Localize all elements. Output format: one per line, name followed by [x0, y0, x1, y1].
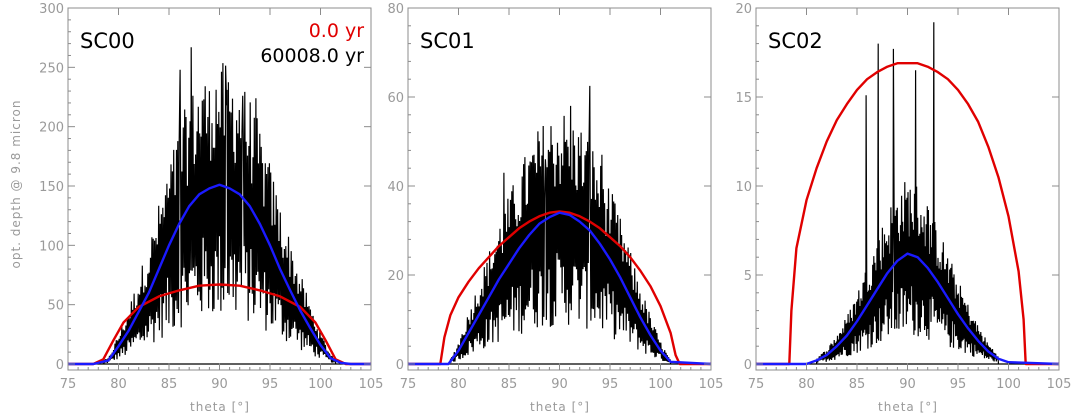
panel-sc00: SC00 0.0 yr 60008.0 yr opt. depth @ 9.8 … — [9, 7, 372, 414]
series-line-black — [447, 85, 672, 365]
x-tick-label: 80 — [110, 377, 127, 392]
y-tick-label: 0 — [56, 358, 64, 373]
series-line-red — [756, 62, 1059, 366]
y-tick-label: 40 — [387, 180, 404, 195]
panel-sc02: SC02 theta [°] — [755, 7, 1060, 414]
x-tick-label: 90 — [551, 377, 568, 392]
series-line-blue — [756, 252, 1060, 366]
series-line-red — [68, 283, 371, 366]
x-tick-label: 80 — [450, 377, 467, 392]
y-tick-label: 150 — [39, 180, 64, 195]
x-axis-label-sc02: theta [°] — [878, 400, 938, 414]
y-tick-label: 15 — [735, 91, 752, 106]
y-tick-label: 100 — [39, 239, 64, 254]
x-tick-label: 85 — [501, 377, 518, 392]
panel-sc02-series — [756, 22, 1060, 366]
series-line-blue — [408, 211, 712, 366]
y-axis-label: opt. depth @ 9.8 micron — [9, 100, 23, 269]
x-tick-label: 100 — [996, 377, 1021, 392]
y-tick-label: 5 — [744, 269, 752, 284]
x-tick-label: 95 — [262, 377, 279, 392]
x-tick-label: 85 — [161, 377, 178, 392]
x-tick-label: 100 — [648, 377, 673, 392]
panel-sc01: SC01 theta [°] — [407, 7, 712, 414]
y-tick-label: 10 — [735, 180, 752, 195]
y-tick-label: 300 — [39, 2, 64, 17]
panel-sc01-series — [408, 85, 712, 366]
y-tick-label: 0 — [744, 358, 752, 373]
panel-sc01-title: SC01 — [420, 29, 475, 53]
x-tick-label: 95 — [602, 377, 619, 392]
panel-sc00-series — [68, 47, 371, 366]
x-tick-label: 100 — [308, 377, 333, 392]
x-axis-label-sc00: theta [°] — [190, 400, 250, 414]
series-line-black — [102, 47, 337, 365]
x-axis-label-sc01: theta [°] — [530, 400, 590, 414]
y-tick-label: 60 — [387, 91, 404, 106]
x-tick-label: 90 — [211, 377, 228, 392]
legend-entry-0: 0.0 yr — [309, 20, 365, 42]
x-tick-label: 95 — [950, 377, 967, 392]
x-tick-label: 85 — [849, 377, 866, 392]
legend-entry-1: 60008.0 yr — [260, 45, 364, 67]
y-tick-label: 20 — [387, 269, 404, 284]
x-tick-label: 105 — [699, 377, 724, 392]
y-tick-label: 50 — [47, 299, 64, 314]
panel-sc00-title: SC00 — [80, 29, 135, 53]
panel-sc02-title: SC02 — [768, 29, 823, 53]
series-line-black — [816, 22, 999, 364]
x-tick-label: 105 — [1047, 377, 1072, 392]
y-tick-label: 20 — [735, 2, 752, 17]
y-tick-label: 200 — [39, 121, 64, 136]
y-tick-label: 250 — [39, 61, 64, 76]
x-tick-label: 75 — [748, 377, 765, 392]
x-tick-label: 75 — [60, 377, 77, 392]
x-tick-label: 90 — [899, 377, 916, 392]
y-tick-label: 0 — [396, 358, 404, 373]
series-line-red — [408, 210, 711, 366]
x-tick-label: 75 — [400, 377, 417, 392]
x-tick-label: 80 — [798, 377, 815, 392]
series-line-blue — [68, 183, 371, 366]
y-tick-label: 80 — [387, 2, 404, 17]
x-tick-label: 105 — [359, 377, 384, 392]
